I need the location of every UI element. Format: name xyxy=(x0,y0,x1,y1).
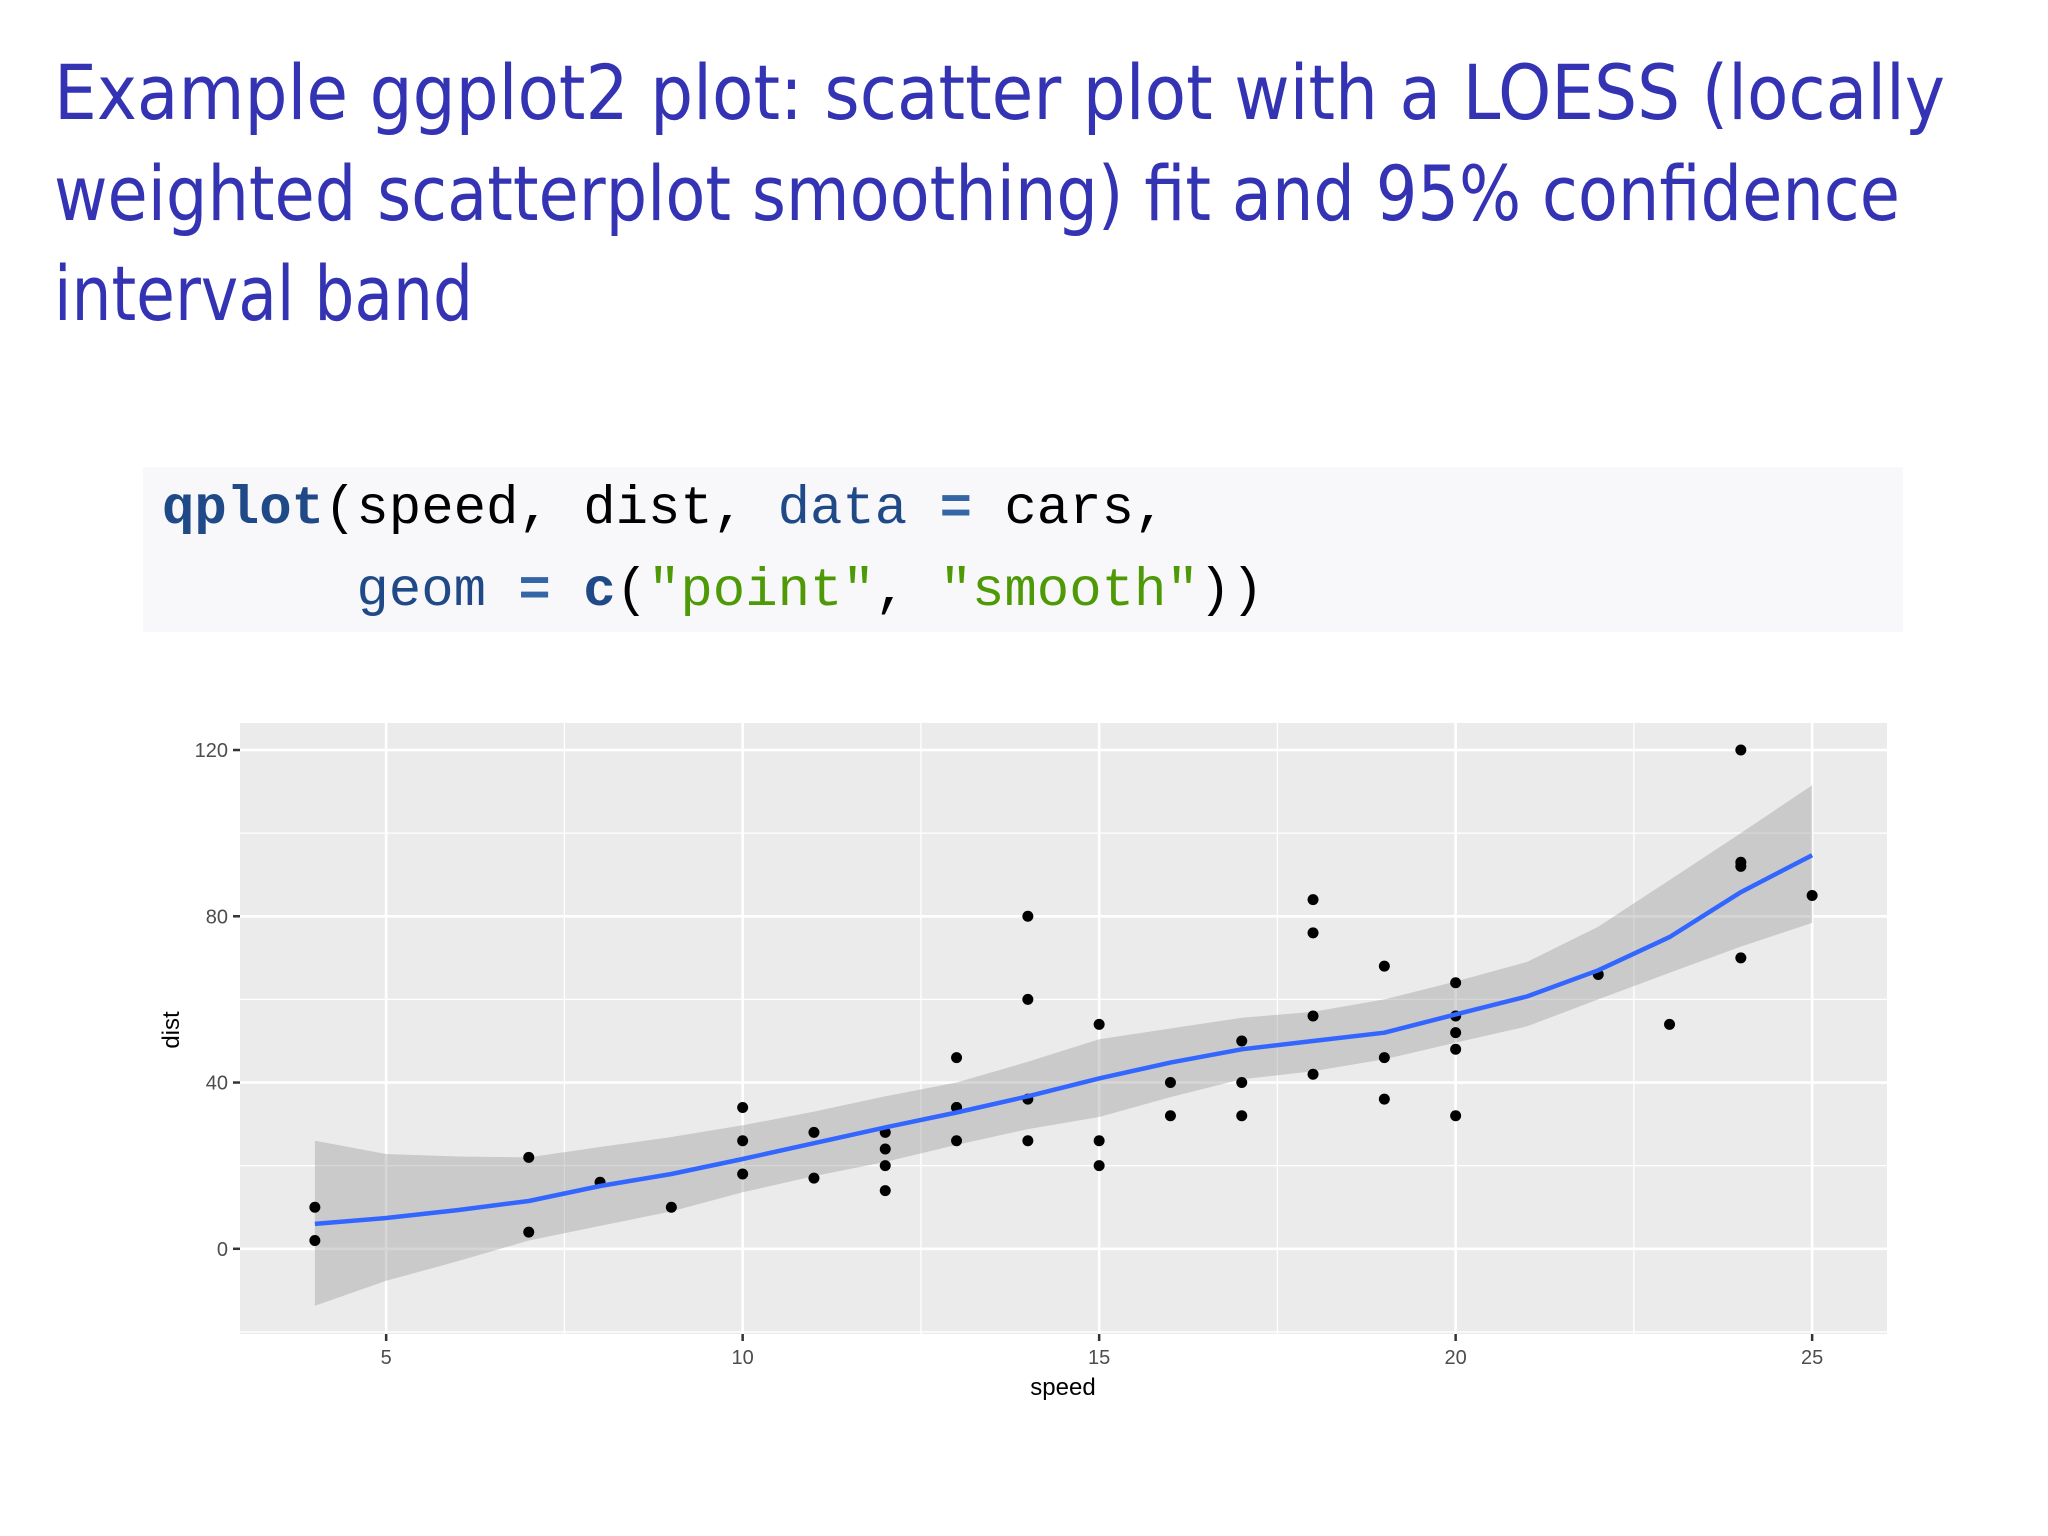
code-token-fn: c xyxy=(583,561,615,622)
data-point xyxy=(1450,1110,1462,1122)
data-point xyxy=(1450,1043,1462,1055)
data-point xyxy=(951,1052,963,1064)
data-point xyxy=(1236,1077,1248,1089)
data-point xyxy=(523,1151,535,1163)
code-token-plain xyxy=(907,479,939,540)
x-tick-label: 15 xyxy=(1088,1347,1110,1369)
data-point xyxy=(737,1101,749,1113)
title-line-1: Example ggplot2 plot: scatter plot with … xyxy=(54,48,1945,137)
data-point xyxy=(1022,993,1034,1005)
title-line-3: interval band xyxy=(54,249,473,338)
data-point xyxy=(1664,1018,1676,1030)
data-point xyxy=(1022,910,1034,922)
data-point xyxy=(1164,1077,1176,1089)
data-point xyxy=(879,1160,891,1172)
data-point xyxy=(951,1135,963,1147)
code-token-plain: )) xyxy=(1199,561,1264,622)
data-point xyxy=(1735,952,1747,964)
slide-title: Example ggplot2 plot: scatter plot with … xyxy=(54,48,1945,338)
data-point xyxy=(879,1185,891,1197)
data-point xyxy=(1307,927,1319,939)
data-point xyxy=(309,1234,321,1246)
data-points xyxy=(309,744,1818,1246)
code-token-op: = xyxy=(518,561,550,622)
code-token-str: "smooth" xyxy=(940,561,1199,622)
code-line-2: geom = c("point", "smooth")) xyxy=(162,561,1264,622)
code-token-arg: geom xyxy=(356,561,486,622)
data-point xyxy=(1093,1018,1105,1030)
data-point xyxy=(1450,977,1462,989)
data-point xyxy=(309,1201,321,1213)
x-tick-label: 25 xyxy=(1801,1347,1823,1369)
title-line-2: weighted scatterplot smoothing) fit and … xyxy=(54,149,1900,238)
data-point xyxy=(1307,894,1319,906)
x-tick-label: 20 xyxy=(1445,1347,1467,1369)
code-token-plain xyxy=(551,561,583,622)
code-token-plain xyxy=(486,561,518,622)
x-tick-label: 10 xyxy=(732,1347,754,1369)
code-token-plain: cars, xyxy=(972,479,1166,540)
code-block-background xyxy=(143,467,1903,632)
data-point xyxy=(737,1135,749,1147)
minor-gridlines xyxy=(240,723,1887,1334)
y-tick-label: 40 xyxy=(206,1073,228,1095)
y-tick-label: 120 xyxy=(195,740,228,762)
y-tick-label: 80 xyxy=(206,906,228,928)
y-axis-title: dist xyxy=(158,1011,185,1049)
data-point xyxy=(808,1172,820,1184)
code-token-str: "point" xyxy=(648,561,875,622)
data-point xyxy=(1164,1110,1176,1122)
data-point xyxy=(1735,856,1747,868)
x-axis: 5 10 15 20 25 xyxy=(381,1334,1823,1369)
data-point xyxy=(808,1126,820,1138)
scatter-plot: 0 40 80 120 5 10 15 20 25 speed dist xyxy=(158,723,1887,1401)
data-point xyxy=(1735,744,1747,756)
x-axis-title: speed xyxy=(1030,1374,1095,1401)
y-axis: 0 40 80 120 xyxy=(195,740,240,1261)
data-point xyxy=(665,1201,677,1213)
code-token-plain xyxy=(162,561,356,622)
code-token-op: = xyxy=(940,479,972,540)
data-point xyxy=(1236,1035,1248,1047)
code-token-plain: ( xyxy=(616,561,648,622)
data-point xyxy=(1378,1093,1390,1105)
data-point xyxy=(1450,1027,1462,1039)
data-point xyxy=(1806,889,1818,901)
code-token-plain: (speed, dist, xyxy=(324,479,778,540)
code-line-1: qplot(speed, dist, data = cars, xyxy=(162,479,1166,540)
data-point xyxy=(1307,1068,1319,1080)
y-tick-label: 0 xyxy=(217,1239,228,1261)
data-point xyxy=(879,1143,891,1155)
code-block: qplot(speed, dist, data = cars, geom = c… xyxy=(143,467,1903,632)
x-tick-label: 5 xyxy=(381,1347,392,1369)
data-point xyxy=(1236,1110,1248,1122)
code-token-plain: , xyxy=(875,561,940,622)
data-point xyxy=(1378,1052,1390,1064)
loess-line xyxy=(314,853,1814,1227)
plot-panel xyxy=(240,723,1887,1334)
code-token-fn: qplot xyxy=(162,479,324,540)
data-point xyxy=(737,1168,749,1180)
confidence-band xyxy=(314,785,1813,1306)
data-point xyxy=(1378,960,1390,972)
data-point xyxy=(523,1226,535,1238)
data-point xyxy=(1093,1160,1105,1172)
code-token-arg: data xyxy=(778,479,908,540)
data-point xyxy=(1093,1135,1105,1147)
data-point xyxy=(1307,1010,1319,1022)
data-point xyxy=(1022,1135,1034,1147)
